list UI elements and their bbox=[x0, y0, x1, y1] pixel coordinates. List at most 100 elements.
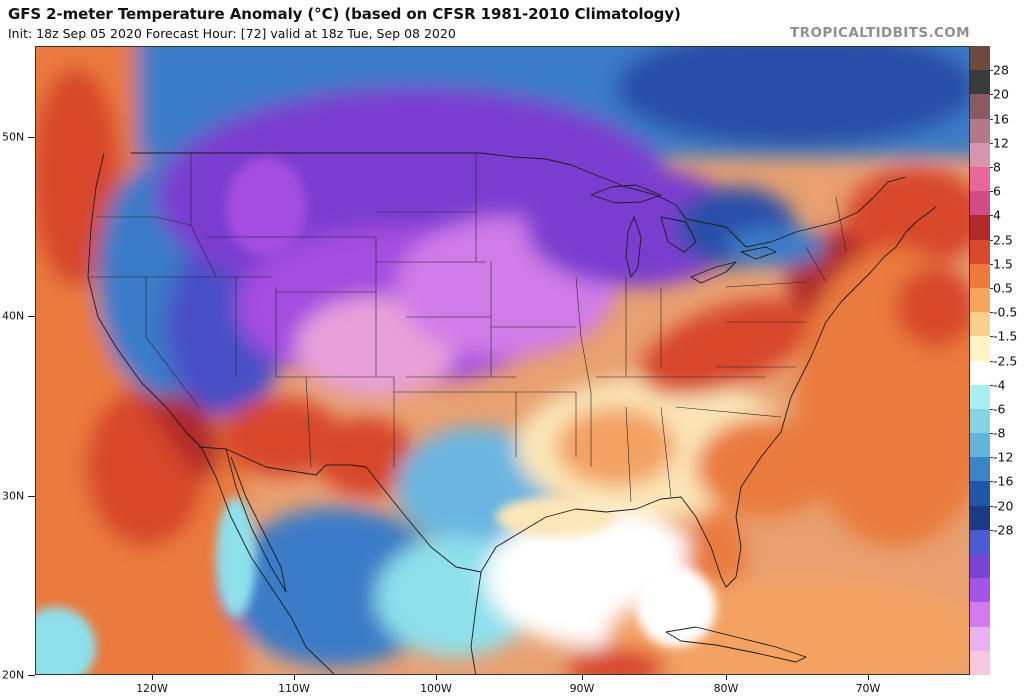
legend-label: 1.5 bbox=[993, 256, 1013, 272]
legend-swatch-dark-blue bbox=[970, 481, 990, 507]
hudson-dark-blue bbox=[616, 47, 969, 147]
atlantic-red bbox=[896, 267, 969, 347]
state-line-wa-or bbox=[96, 216, 192, 226]
legend-swatch-orange bbox=[970, 287, 990, 313]
legend-tick bbox=[990, 94, 993, 96]
legend-label: 8 bbox=[993, 159, 1001, 175]
legend-label: -0.5 bbox=[993, 304, 1018, 320]
lat-label-30n: 30N bbox=[2, 489, 25, 503]
state-line-al-ga bbox=[660, 406, 672, 498]
baja-peninsula bbox=[225, 448, 287, 593]
us-canada-border bbox=[131, 152, 907, 248]
idaho-purple bbox=[226, 157, 306, 257]
lat-label-20n: 20N bbox=[2, 668, 25, 682]
legend-label: -28 bbox=[993, 522, 1014, 538]
lon-label-80w: 80W bbox=[713, 682, 739, 695]
legend-tick bbox=[990, 312, 993, 314]
state-line-ms-al bbox=[625, 406, 632, 503]
cuba-outline bbox=[665, 626, 807, 663]
anomaly-field bbox=[36, 47, 969, 674]
ohio-valley-red bbox=[640, 298, 812, 396]
arizona-red bbox=[221, 397, 341, 477]
legend-tick bbox=[990, 166, 993, 168]
lat-tick-50n bbox=[28, 137, 35, 138]
legend-swatch-pale-yellow bbox=[970, 336, 990, 361]
legend-swatch-indigo bbox=[970, 529, 990, 555]
legend-swatch-violet bbox=[970, 554, 990, 579]
legend-swatch-light-pink bbox=[970, 142, 990, 168]
lake-erie bbox=[690, 261, 737, 284]
state-line-ut-co bbox=[275, 287, 376, 378]
political-borders bbox=[87, 152, 937, 674]
legend-label: -2.5 bbox=[993, 353, 1018, 368]
state-line-az-nm bbox=[305, 376, 312, 468]
map-title: GFS 2-meter Temperature Anomaly (°C) (ba… bbox=[8, 5, 681, 23]
legend-label: 28 bbox=[993, 62, 1009, 78]
legend-tick bbox=[990, 360, 993, 362]
legend-label: -12 bbox=[993, 449, 1014, 465]
gulf-coast-pale bbox=[496, 497, 616, 537]
state-line-nc-sc bbox=[675, 406, 782, 418]
lat-tick-30n bbox=[28, 496, 35, 497]
lon-label-70w: 70W bbox=[855, 682, 881, 695]
state-line-ar-la bbox=[516, 391, 577, 457]
lon-label-120w: 120W bbox=[136, 682, 168, 695]
header: GFS 2-meter Temperature Anomaly (°C) (ba… bbox=[0, 0, 1024, 46]
state-line-ca-nv bbox=[145, 277, 200, 408]
legend-swatch-blue bbox=[970, 457, 990, 482]
new-mexico-red bbox=[316, 417, 416, 497]
site-brand: TROPICALTIDBITS.COM bbox=[790, 25, 970, 41]
lat-label-40n: 40N bbox=[2, 309, 25, 323]
legend-swatch-extreme-warm bbox=[970, 46, 990, 71]
legend-label: 4 bbox=[993, 207, 1001, 223]
legend-swatch-light-purple bbox=[970, 602, 990, 628]
legend-label: -1.5 bbox=[993, 328, 1018, 344]
legend-tick bbox=[990, 481, 993, 483]
upper-midwest-violet bbox=[526, 167, 746, 287]
legend-tick bbox=[990, 142, 993, 144]
us-mexico-border bbox=[198, 446, 482, 573]
lon-tick-70w bbox=[868, 675, 869, 680]
legend-swatch-orange-red bbox=[970, 263, 990, 289]
legend-tick bbox=[990, 287, 993, 289]
state-line-id bbox=[190, 153, 217, 278]
legend-label: 16 bbox=[993, 111, 1009, 127]
legend-tick bbox=[990, 408, 993, 410]
legend-swatch-sky-blue bbox=[970, 433, 990, 458]
state-line-pa-ny bbox=[725, 281, 807, 288]
legend-label: 6 bbox=[993, 183, 1001, 199]
legend-swatch-pink bbox=[970, 166, 990, 192]
east-pacific-cyan bbox=[36, 607, 96, 674]
lon-tick-100w bbox=[436, 675, 437, 680]
legend-swatch-pale-cyan bbox=[970, 384, 990, 410]
lake-michigan bbox=[625, 216, 642, 278]
legend-label: 2.5 bbox=[993, 232, 1013, 248]
lower-great-lakes-blue bbox=[726, 227, 826, 267]
state-line-nm-tx bbox=[376, 376, 395, 467]
legend-tick bbox=[990, 505, 993, 507]
baja-cyan bbox=[216, 497, 256, 617]
legend-swatch-navy bbox=[970, 505, 990, 531]
atlantic-coastline bbox=[740, 206, 937, 488]
color-legend: 28 20 16 12 8 6 4 2.5 1.5 0.5 -0.5 -1.5 -2.5 -4 -6 -8 -1… bbox=[970, 46, 1024, 676]
legend-swatch-purple bbox=[970, 578, 990, 603]
legend-swatch-magenta-red bbox=[970, 191, 990, 216]
legend-swatch-light-blue bbox=[970, 408, 990, 434]
longitude-axis: 120W 110W 100W 90W 80W 70W bbox=[35, 675, 970, 696]
lon-label-100w: 100W bbox=[420, 682, 452, 695]
mexico-pacific-coast bbox=[305, 646, 335, 674]
state-line-mississippi bbox=[575, 276, 592, 467]
legend-tick bbox=[990, 433, 993, 435]
legend-tick bbox=[990, 457, 993, 459]
legend-label: 0.5 bbox=[993, 280, 1013, 296]
gulf-coastline bbox=[480, 486, 742, 588]
state-line-new-england bbox=[835, 196, 847, 253]
gulf-white-core bbox=[636, 567, 716, 647]
lon-tick-120w bbox=[152, 675, 153, 680]
lon-tick-110w bbox=[294, 675, 295, 680]
map-canvas bbox=[36, 47, 969, 674]
lake-superior bbox=[590, 184, 662, 204]
legend-tick bbox=[990, 215, 993, 217]
legend-tick bbox=[990, 384, 993, 386]
legend-tick bbox=[990, 529, 993, 531]
